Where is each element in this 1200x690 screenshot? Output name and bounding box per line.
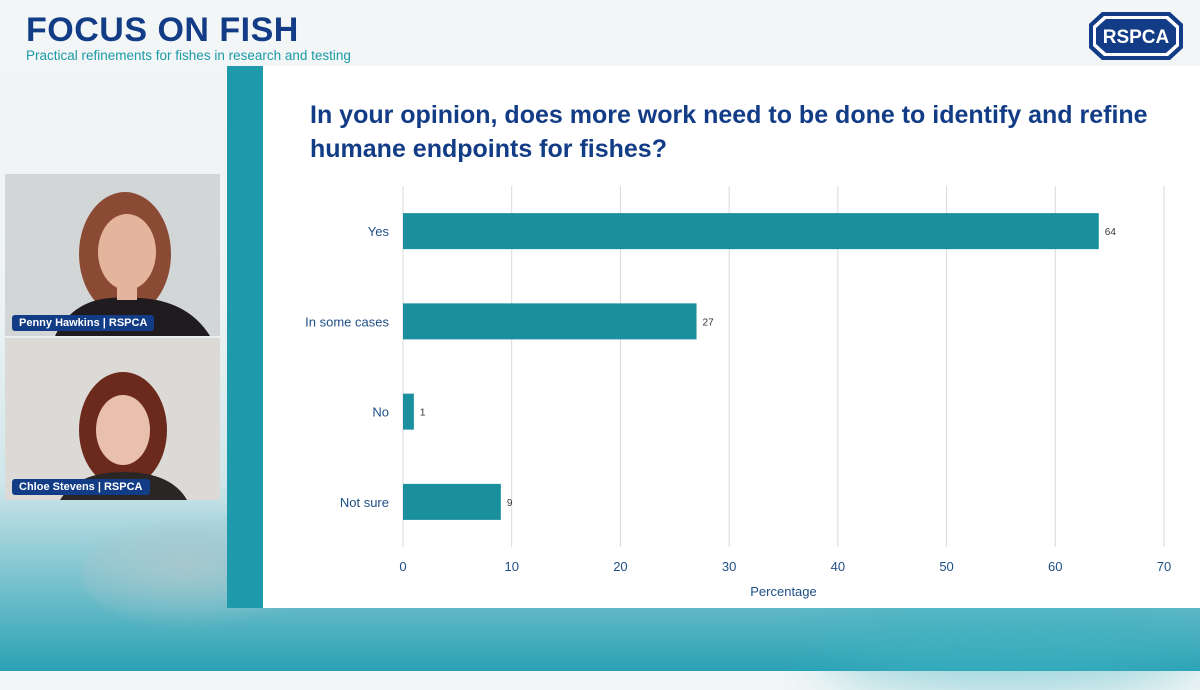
video-tile-penny[interactable]: Penny Hawkins | RSPCA [5,174,220,336]
x-tick-label: 10 [504,559,518,574]
x-tick-label: 0 [399,559,406,574]
brand-subtitle: Practical refinements for fishes in rese… [26,48,351,63]
x-tick-label: 50 [939,559,953,574]
bar-chart: 0 10 20 30 40 50 60 70 Yes 64 In some cases 27 No 1 No… [305,186,1171,599]
category-label: No [372,405,389,420]
background-glow [820,600,1200,690]
rspca-logo: RSPCA [1089,12,1183,60]
data-label: 27 [703,317,715,328]
bar [403,303,697,340]
category-label: In some cases [305,314,389,329]
x-tick-label: 60 [1048,559,1062,574]
svg-text:RSPCA: RSPCA [1103,27,1170,48]
poll-question: In your opinion, does more work need to … [310,101,1148,163]
x-axis-title: Percentage [750,584,817,599]
x-tick-label: 40 [831,559,845,574]
video-tile-chloe[interactable]: Chloe Stevens | RSPCA [5,338,220,500]
data-label: 9 [507,498,513,509]
bar [403,393,414,430]
participant-video-penny [5,174,220,336]
participant-name-label: Penny Hawkins | RSPCA [12,315,155,331]
bar [403,213,1099,250]
brand-header: FOCUS ON FISH Practical refinements for … [26,12,351,63]
data-label: 1 [420,408,426,419]
data-label: 64 [1105,227,1117,238]
category-label: Yes [368,224,390,239]
brace-decoration [263,66,297,608]
x-tick-label: 70 [1157,559,1171,574]
x-tick-label: 30 [722,559,736,574]
bar [403,483,501,520]
slide-accent-band [227,66,263,608]
category-label: Not sure [340,495,389,510]
participant-name-label: Chloe Stevens | RSPCA [12,479,150,495]
brand-title: FOCUS ON FISH [26,11,299,49]
participant-video-chloe [5,338,220,500]
x-tick-label: 20 [613,559,627,574]
